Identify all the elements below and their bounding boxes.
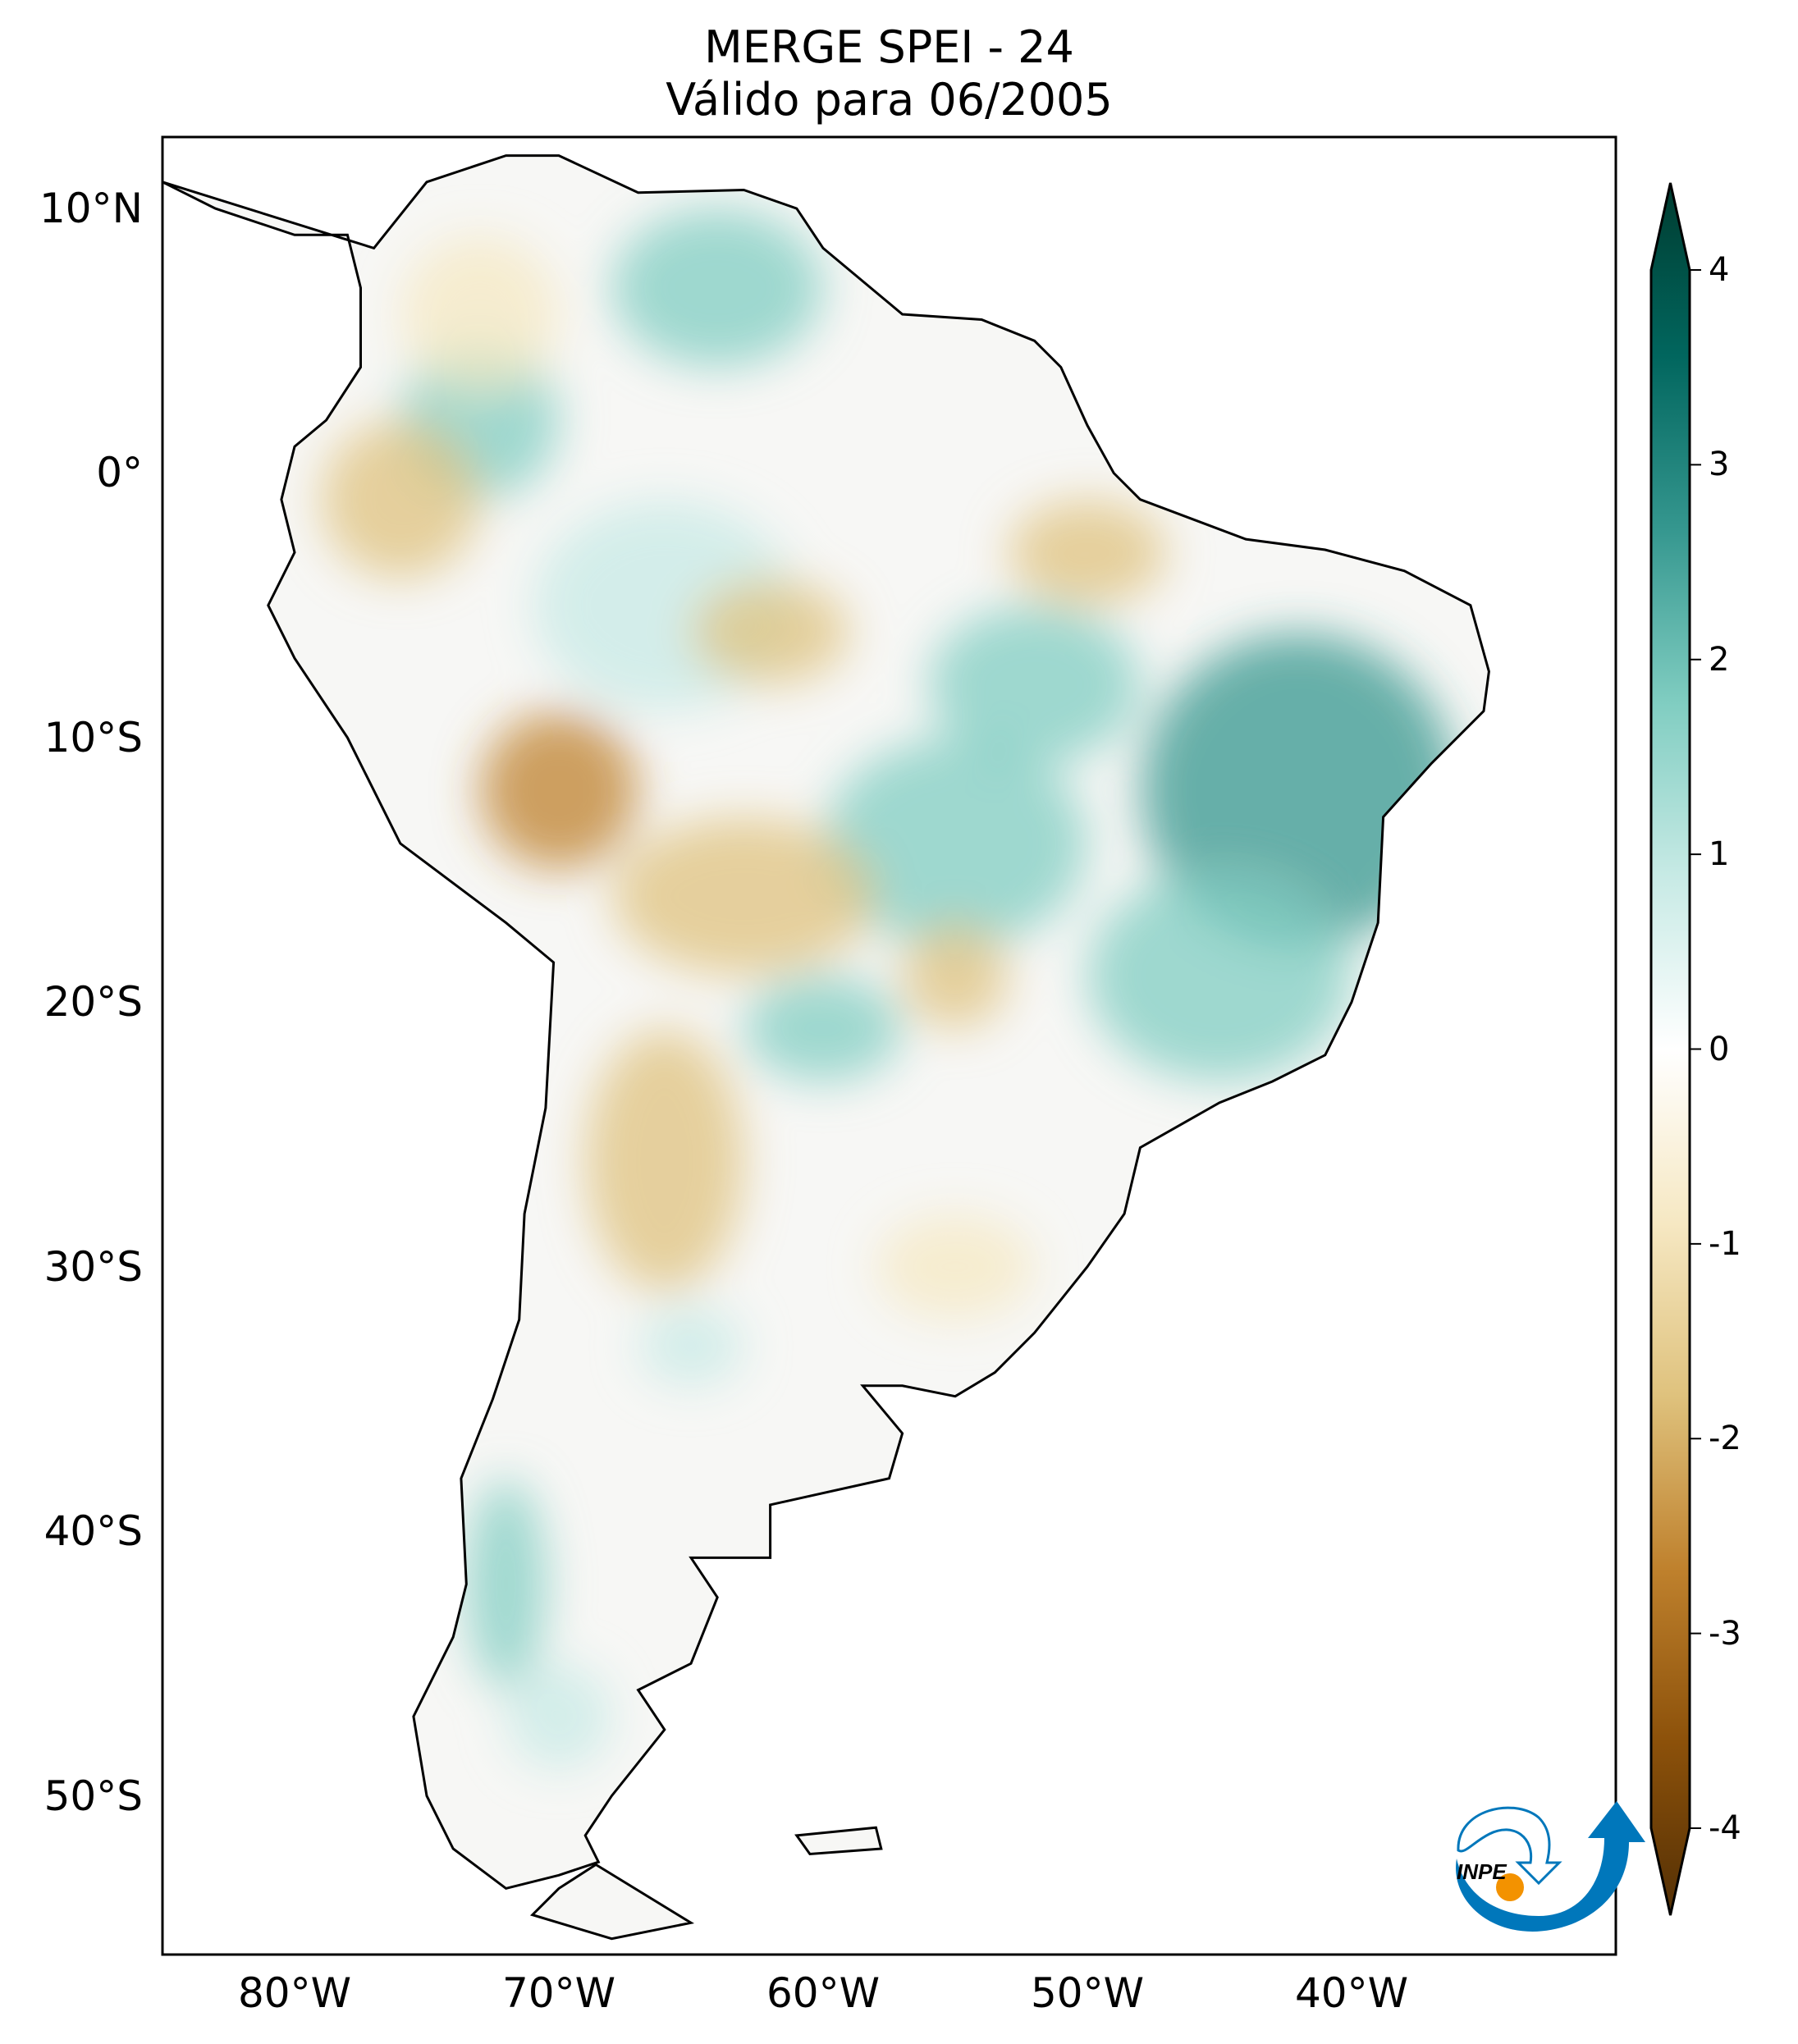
map-subtitle: Válido para 06/2005 bbox=[666, 74, 1113, 126]
logo-arrow-icon bbox=[1456, 1801, 1645, 1932]
lon-tick-label: 40°W bbox=[1294, 1969, 1409, 2017]
spei-anomaly-region bbox=[466, 1479, 546, 1690]
lat-tick-label: 10°N bbox=[39, 185, 143, 233]
spei-anomaly-region bbox=[1141, 633, 1457, 949]
spei-anomaly-region bbox=[638, 1306, 743, 1386]
colorbar-tick-label: 3 bbox=[1709, 446, 1730, 484]
lat-tick-label: 40°S bbox=[43, 1507, 143, 1556]
logo-sun-icon bbox=[1496, 1873, 1524, 1901]
spei-anomaly-region bbox=[480, 711, 638, 870]
logo-text: INPE bbox=[1457, 1859, 1507, 1884]
colorbar-tick-label: -1 bbox=[1709, 1224, 1741, 1263]
spei-anomaly-region bbox=[321, 420, 479, 578]
spei-anomaly-region bbox=[929, 606, 1140, 764]
lat-tick-label: 50°S bbox=[43, 1772, 143, 1820]
colorbar-tick-label: -4 bbox=[1709, 1809, 1741, 1847]
colorbar-tick-label: 1 bbox=[1709, 835, 1730, 874]
spei-anomaly-region bbox=[1088, 871, 1351, 1081]
lon-tick-label: 70°W bbox=[501, 1969, 616, 2017]
spei-anomaly-region bbox=[506, 1663, 611, 1769]
inpe-logo: INPE bbox=[1456, 1801, 1645, 1932]
lat-tick-label: 30°S bbox=[43, 1242, 143, 1291]
spei-anomaly-region bbox=[744, 976, 902, 1081]
spei-anomaly-region bbox=[876, 1214, 1034, 1319]
lat-tick-label: 0° bbox=[96, 449, 143, 497]
colorbar-tick-label: -2 bbox=[1709, 1420, 1741, 1458]
lon-tick-label: 50°W bbox=[1030, 1969, 1145, 2017]
map-frame bbox=[161, 135, 1617, 1956]
spei-anomaly-region bbox=[612, 817, 876, 976]
spei-anomaly-region bbox=[1009, 500, 1166, 606]
lon-tick-label: 80°W bbox=[237, 1969, 352, 2017]
lat-tick-label: 10°S bbox=[43, 713, 143, 761]
spei-anomaly-region bbox=[400, 235, 559, 394]
lat-tick-label: 20°S bbox=[43, 978, 143, 1027]
coastline bbox=[162, 154, 1490, 1941]
lon-tick-label: 60°W bbox=[766, 1969, 881, 2017]
spei-anomaly-region bbox=[612, 208, 823, 367]
colorbar-tick-label: 0 bbox=[1709, 1030, 1730, 1068]
spei-anomaly-region bbox=[824, 738, 1087, 949]
colorbar bbox=[1649, 182, 1701, 1916]
colorbar-tick-label: 4 bbox=[1709, 251, 1730, 289]
map-title: MERGE SPEI - 24 bbox=[704, 21, 1074, 73]
land-fill bbox=[162, 154, 1490, 1941]
spei-anomaly-region bbox=[585, 1029, 743, 1292]
spei-anomaly-region bbox=[903, 923, 1008, 1029]
colorbar-tick-label: -3 bbox=[1709, 1614, 1741, 1653]
colorbar-tick-label: 2 bbox=[1709, 640, 1730, 679]
spei-anomaly-region bbox=[691, 578, 849, 684]
